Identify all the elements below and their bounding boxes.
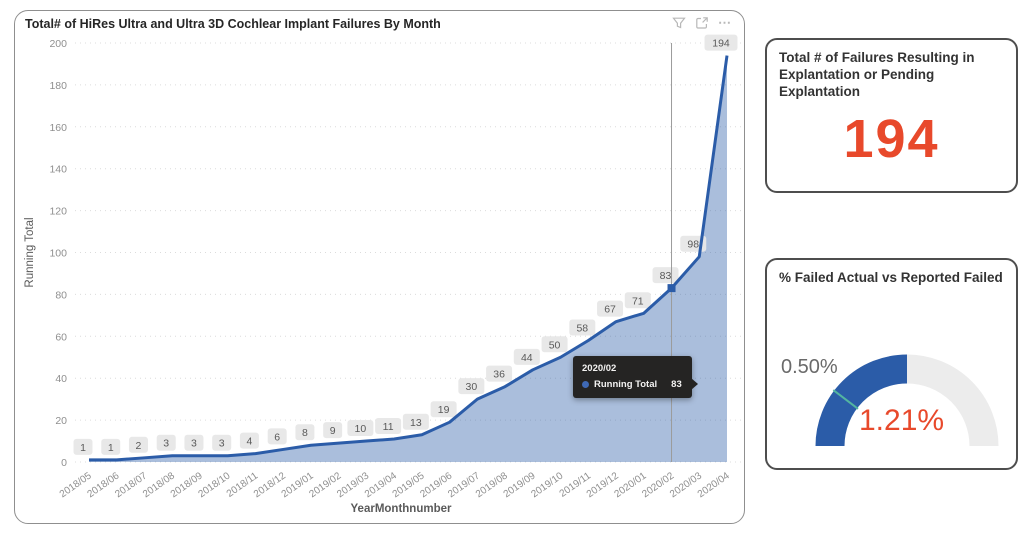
svg-text:8: 8: [302, 427, 308, 439]
svg-text:30: 30: [466, 381, 478, 393]
explantation-kpi-card[interactable]: Total # of Failures Resulting in Explant…: [765, 38, 1018, 193]
svg-text:194: 194: [712, 38, 730, 50]
svg-text:0: 0: [61, 457, 67, 469]
x-axis-title: YearMonthnumber: [350, 503, 452, 515]
svg-text:180: 180: [49, 80, 67, 92]
svg-text:1: 1: [108, 442, 114, 454]
filter-icon[interactable]: [672, 16, 686, 30]
svg-text:19: 19: [438, 404, 450, 416]
svg-text:67: 67: [604, 304, 616, 316]
tooltip-category: 2020/02: [582, 363, 617, 374]
svg-text:13: 13: [410, 417, 422, 429]
svg-text:10: 10: [355, 423, 367, 435]
svg-text:11: 11: [383, 421, 394, 433]
running-total-chart-visual: Total# of HiRes Ultra and Ultra 3D Cochl…: [14, 10, 745, 524]
svg-text:2: 2: [136, 440, 142, 452]
svg-text:98: 98: [687, 239, 699, 251]
svg-text:2020/04: 2020/04: [696, 470, 732, 500]
gauge-title: % Failed Actual vs Reported Failed: [779, 270, 1003, 285]
gauge-arc: [815, 354, 999, 447]
visual-header: ⋯: [672, 16, 732, 30]
svg-text:60: 60: [55, 331, 67, 343]
gauge-target-label: 0.50%: [781, 356, 838, 378]
tooltip-arrow: [690, 378, 698, 390]
svg-text:20: 20: [55, 415, 67, 427]
svg-text:4: 4: [247, 436, 253, 448]
svg-text:50: 50: [549, 339, 561, 351]
svg-text:160: 160: [49, 122, 67, 134]
svg-text:71: 71: [632, 295, 644, 307]
svg-text:3: 3: [191, 438, 197, 450]
svg-text:100: 100: [49, 248, 67, 260]
svg-text:3: 3: [219, 438, 225, 450]
focus-mode-icon[interactable]: [695, 16, 709, 30]
svg-text:6: 6: [274, 431, 280, 443]
tooltip-value: 83: [671, 379, 682, 390]
kpi-card-title: Total # of Failures Resulting in Explant…: [779, 50, 975, 99]
series-dot-icon: [582, 381, 589, 388]
chart-title: Total# of HiRes Ultra and Ultra 3D Cochl…: [25, 17, 441, 31]
svg-text:80: 80: [55, 289, 67, 301]
svg-text:83: 83: [660, 270, 672, 282]
svg-text:120: 120: [49, 206, 67, 218]
gauge-value: 1.21%: [859, 404, 945, 437]
kpi-value: 194: [843, 109, 940, 169]
svg-text:40: 40: [55, 373, 67, 385]
svg-text:140: 140: [49, 164, 67, 176]
svg-text:9: 9: [330, 425, 336, 437]
svg-text:44: 44: [521, 352, 533, 364]
more-options-icon[interactable]: ⋯: [718, 15, 732, 30]
tooltip-series-name: Running Total: [594, 379, 658, 390]
svg-text:Running Total: Running Total: [24, 217, 36, 287]
svg-text:58: 58: [576, 322, 588, 334]
svg-text:3: 3: [163, 438, 169, 450]
chart-tooltip: 2020/02 Running Total 83: [573, 356, 698, 398]
svg-text:200: 200: [49, 38, 67, 50]
svg-text:1: 1: [80, 442, 86, 454]
failed-percentage-gauge[interactable]: % Failed Actual vs Reported Failed 0.50%…: [765, 258, 1018, 470]
svg-text:36: 36: [493, 369, 505, 381]
